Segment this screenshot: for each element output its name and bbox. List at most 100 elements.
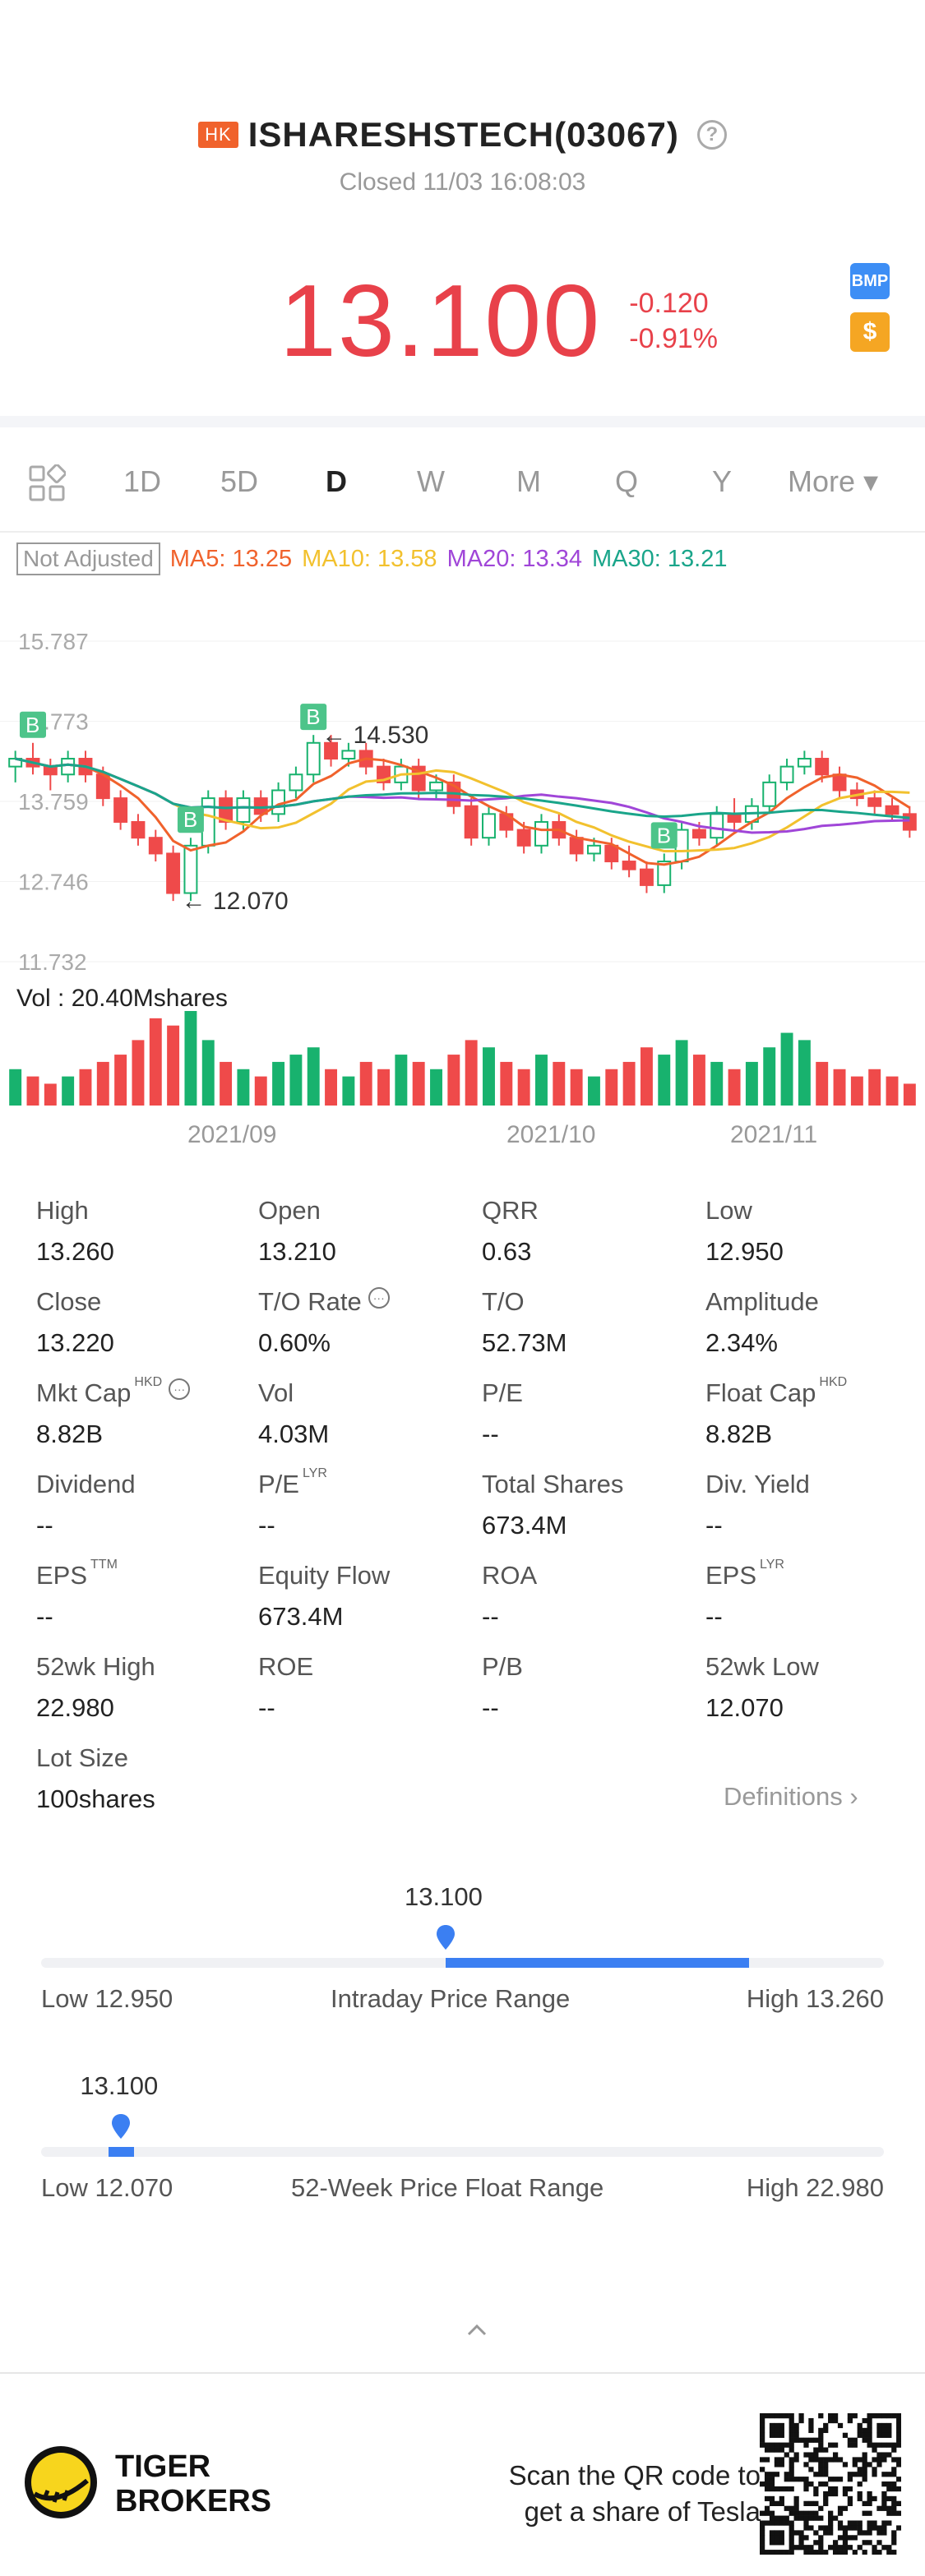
stat-item: EPS TTM -- bbox=[36, 1558, 250, 1632]
qr-module bbox=[779, 2447, 784, 2453]
more-info-icon[interactable]: ··· bbox=[169, 1378, 191, 1400]
stat-label-text: P/B bbox=[482, 1652, 523, 1681]
stat-value: -- bbox=[36, 1602, 53, 1631]
qr-module bbox=[784, 2442, 789, 2448]
qr-module bbox=[857, 2427, 863, 2434]
qr-module bbox=[867, 2510, 872, 2516]
tab-daily[interactable]: D bbox=[326, 464, 347, 498]
stat-value: 100shares bbox=[36, 1784, 155, 1813]
qr-module bbox=[813, 2486, 819, 2492]
qr-module bbox=[857, 2525, 863, 2531]
qr-module bbox=[760, 2437, 765, 2443]
stat-label-text: T/O Rate bbox=[258, 1287, 362, 1316]
stat-label: Low bbox=[705, 1196, 919, 1226]
qr-module bbox=[823, 2530, 829, 2536]
tab-monthly[interactable]: M bbox=[516, 464, 541, 498]
stat-label: Equity Flow bbox=[258, 1561, 472, 1590]
qr-module bbox=[798, 2515, 804, 2521]
tab-weekly[interactable]: W bbox=[417, 464, 445, 498]
volume-bar bbox=[553, 1061, 566, 1106]
tab-1d[interactable]: 1D bbox=[123, 464, 162, 498]
qr-module bbox=[769, 2442, 775, 2448]
qr-module bbox=[891, 2510, 897, 2516]
stat-value: 673.4M bbox=[258, 1602, 344, 1631]
qr-module bbox=[808, 2437, 814, 2443]
qr-module bbox=[798, 2510, 804, 2516]
qr-module bbox=[818, 2515, 824, 2521]
qr-module bbox=[891, 2442, 897, 2448]
qr-module bbox=[857, 2472, 863, 2477]
chevron-right-icon: › bbox=[849, 1782, 858, 1811]
tab-5d[interactable]: 5D bbox=[220, 464, 259, 498]
tab-more[interactable]: More ▾ bbox=[788, 464, 879, 498]
qr-module bbox=[784, 2452, 789, 2458]
stat-value: 0.60% bbox=[258, 1328, 331, 1357]
qr-module bbox=[881, 2413, 887, 2419]
qr-module bbox=[789, 2413, 794, 2419]
candle-body bbox=[324, 741, 339, 760]
qr-module bbox=[896, 2422, 901, 2429]
qr-module bbox=[808, 2515, 814, 2521]
layout-grid-icon[interactable] bbox=[28, 464, 66, 502]
qr-module bbox=[852, 2457, 858, 2463]
more-info-icon[interactable]: ··· bbox=[368, 1287, 390, 1309]
tab-yearly[interactable]: Y bbox=[712, 464, 733, 498]
qr-module bbox=[789, 2457, 794, 2463]
candle-body bbox=[131, 820, 146, 839]
qr-module bbox=[769, 2447, 775, 2453]
qr-module bbox=[769, 2530, 775, 2536]
qr-module bbox=[769, 2413, 775, 2419]
bmp-icon[interactable]: BMP bbox=[850, 263, 890, 299]
qr-module bbox=[784, 2486, 789, 2492]
qr-module bbox=[823, 2491, 829, 2497]
help-icon[interactable]: ? bbox=[696, 120, 727, 150]
qr-code-icon[interactable] bbox=[760, 2413, 901, 2555]
stat-label-text: Amplitude bbox=[705, 1287, 819, 1316]
location-pin-icon bbox=[112, 2114, 131, 2139]
adjust-toggle[interactable]: Not Adjusted bbox=[16, 542, 160, 575]
qr-module bbox=[876, 2530, 882, 2536]
stat-item: Div. Yield -- bbox=[705, 1470, 919, 1540]
qr-module bbox=[764, 2472, 770, 2477]
qr-module bbox=[789, 2462, 794, 2468]
qr-module bbox=[896, 2462, 901, 2468]
qr-module bbox=[760, 2530, 765, 2536]
qr-module bbox=[818, 2472, 824, 2477]
qr-module bbox=[760, 2520, 765, 2526]
definitions-link[interactable]: Definitions › bbox=[724, 1782, 858, 1812]
qr-module bbox=[896, 2437, 901, 2443]
qr-module bbox=[852, 2437, 858, 2443]
qr-module bbox=[852, 2413, 858, 2419]
tab-quarterly[interactable]: Q bbox=[615, 464, 639, 498]
qr-module bbox=[896, 2442, 901, 2448]
candle-body bbox=[289, 773, 303, 792]
qr-module bbox=[862, 2510, 867, 2516]
candle-body bbox=[622, 861, 636, 870]
qr-module bbox=[784, 2477, 789, 2482]
chevron-up-icon[interactable] bbox=[465, 2318, 488, 2341]
qr-module bbox=[779, 2500, 784, 2506]
qr-module bbox=[828, 2520, 834, 2526]
qr-module bbox=[891, 2413, 897, 2419]
qr-module bbox=[818, 2545, 824, 2551]
qr-module bbox=[798, 2437, 804, 2443]
qr-module bbox=[823, 2447, 829, 2453]
qr-module bbox=[867, 2495, 872, 2502]
qr-module bbox=[808, 2457, 814, 2463]
qr-module bbox=[789, 2432, 794, 2438]
qr-module bbox=[867, 2491, 872, 2497]
dollar-icon[interactable]: $ bbox=[850, 312, 890, 352]
qr-module bbox=[764, 2457, 770, 2463]
qr-module bbox=[867, 2422, 872, 2429]
qr-module bbox=[847, 2520, 853, 2526]
stat-label: Div. Yield bbox=[705, 1470, 919, 1499]
qr-module bbox=[876, 2540, 882, 2546]
qr-module bbox=[793, 2505, 799, 2511]
stat-item: Low 12.950 bbox=[705, 1196, 919, 1267]
price-changes: -0.120 -0.91% bbox=[629, 288, 718, 355]
stat-currency-sup: HKD bbox=[134, 1375, 163, 1389]
location-pin-icon bbox=[437, 1925, 455, 1950]
qr-module bbox=[837, 2457, 844, 2463]
volume-bar bbox=[289, 1055, 303, 1106]
